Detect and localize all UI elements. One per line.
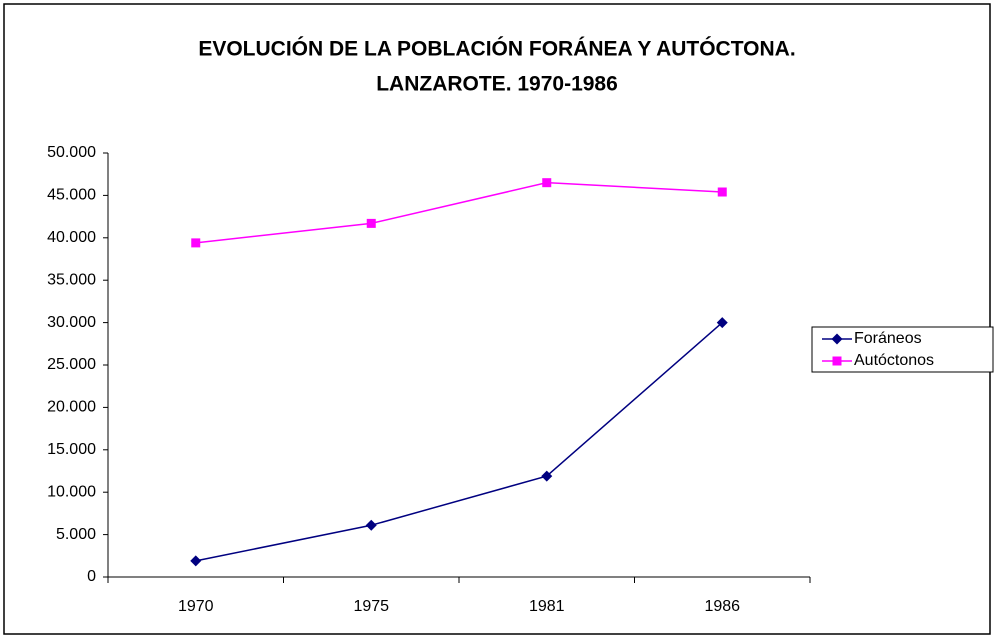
y-tick-label: 0: [87, 568, 96, 585]
y-tick-label: 45.000: [47, 187, 96, 204]
marker: [190, 555, 202, 567]
y-tick-label: 30.000: [47, 314, 96, 331]
marker: [717, 187, 727, 197]
y-tick-label: 25.000: [47, 356, 96, 373]
marker: [716, 317, 728, 329]
chart-title: EVOLUCIÓN DE LA POBLACIÓN FORÁNEA Y AUTÓ…: [198, 37, 795, 61]
y-tick-label: 20.000: [47, 399, 96, 416]
marker: [541, 470, 553, 482]
y-tick-label: 10.000: [47, 483, 96, 500]
marker: [831, 333, 843, 345]
legend-label: Foráneos: [854, 330, 922, 347]
marker: [191, 238, 201, 248]
marker: [832, 356, 842, 366]
chart-border: [3, 3, 991, 635]
x-tick-label: 1975: [353, 598, 389, 615]
legend-box: [811, 326, 994, 373]
marker: [366, 218, 376, 228]
chart-title: LANZAROTE. 1970-1986: [376, 73, 618, 96]
x-tick-label: 1986: [704, 598, 740, 615]
y-tick-label: 40.000: [47, 229, 96, 246]
y-tick-label: 5.000: [56, 526, 96, 543]
y-tick-label: 35.000: [47, 271, 96, 288]
legend-label: Autóctonos: [854, 352, 934, 369]
y-tick-label: 50.000: [47, 144, 96, 161]
y-tick-label: 15.000: [47, 441, 96, 458]
x-tick-label: 1970: [178, 598, 214, 615]
series-line: [195, 322, 723, 562]
marker: [365, 519, 377, 531]
series-line: [195, 181, 723, 244]
x-tick-label: 1981: [529, 598, 565, 615]
marker: [542, 178, 552, 188]
